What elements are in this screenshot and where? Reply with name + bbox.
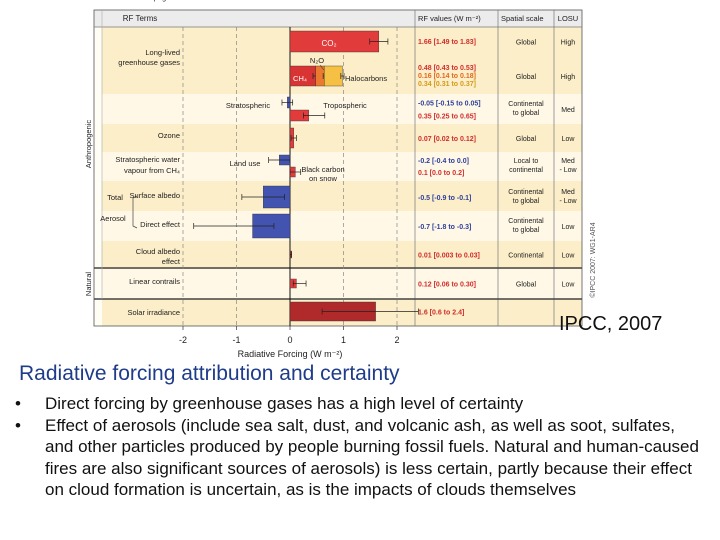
bar-label-stratospheric: Stratospheric — [226, 101, 270, 110]
header-band — [94, 10, 582, 27]
losu-text: - Low — [559, 198, 577, 205]
spatial-scale-text: Global — [516, 136, 537, 143]
header-rf-terms: RF Terms — [123, 14, 158, 23]
losu-text: Med — [561, 158, 575, 165]
rf-term-label: Long-lived — [145, 48, 180, 57]
rf-value-text: 0.35 [0.25 to 0.65] — [418, 114, 476, 121]
rf-value-text: 0.16 [0.14 to 0.18] — [418, 73, 476, 80]
radiative-forcing-chart: RF Terms RF values (W m⁻²) Spatial scale LO… — [84, 0, 597, 359]
x-tick-label: -1 — [232, 335, 240, 345]
rf-value-text: -0.05 [-0.15 to 0.05] — [418, 101, 481, 108]
aerosol-bracket — [132, 195, 138, 229]
bullet-text: Effect of aerosols (include sea salt, du… — [45, 415, 699, 500]
rf-term-label: anthropogenic — [132, 0, 180, 2]
rf-value-text: -0.7 [-1.8 to -0.3] — [418, 224, 471, 231]
rf-value-text: 1.66 [1.49 to 1.83] — [418, 39, 476, 46]
row-band — [102, 124, 582, 152]
bullet-text: Direct forcing by greenhouse gases has a… — [45, 394, 524, 413]
x-tick-label: 2 — [394, 335, 399, 345]
row-band — [102, 94, 582, 124]
rf-value-text: 0.48 [0.43 to 0.53] — [418, 65, 476, 72]
spatial-scale-text: Continental — [508, 218, 544, 225]
aerosol-label: Aerosol — [100, 214, 126, 223]
spatial-scale-text: to global — [513, 198, 540, 205]
header-losu: LOSU — [558, 14, 578, 23]
losu-text: Low — [562, 136, 576, 143]
losu-text: Low — [562, 282, 576, 289]
losu-text: Med — [561, 107, 575, 114]
rf-term-label: vapour from CH₄ — [124, 166, 180, 175]
x-tick-label: -2 — [179, 335, 187, 345]
bar-label-n2o: N₂O — [310, 56, 324, 65]
slide-heading: Radiative forcing attribution and certai… — [19, 362, 400, 385]
spatial-scale-text: continental — [509, 167, 543, 174]
row-band — [102, 241, 582, 269]
copyright-text: ©IPCC 2007: WG1-AR4 — [589, 222, 597, 297]
rf-value-text: 0.07 [0.02 to 0.12] — [418, 136, 476, 143]
losu-text: High — [561, 40, 576, 47]
rf-value-text: 0.34 [0.31 to 0.37] — [418, 81, 476, 88]
row-band — [102, 269, 582, 299]
forcing-bar — [324, 65, 343, 87]
rf-term-label: Direct effect — [140, 220, 181, 229]
rf-value-text: 0.01 [0.003 to 0.03] — [418, 253, 480, 260]
aerosol-label: Total — [107, 193, 123, 202]
losu-text: High — [561, 74, 576, 81]
spatial-scale-text: Global — [516, 282, 537, 289]
row-band — [102, 211, 582, 241]
rf-term-label: Cloud albedo — [136, 247, 180, 256]
bullet-item: • Effect of aerosols (include sea salt, d… — [8, 415, 708, 501]
rf-term-label: greenhouse gases — [118, 58, 180, 67]
spatial-scale-text: to global — [513, 227, 540, 234]
bar-label-co2: CO₂ — [321, 39, 336, 48]
rf-term-label: Surface albedo — [130, 191, 180, 200]
bar-label-tropospheric: Tropospheric — [323, 101, 367, 110]
bar-label-black-carbon: on snow — [309, 174, 338, 183]
group-label-natural: Natural — [84, 272, 93, 297]
x-tick-label: 0 — [287, 335, 292, 345]
bullet-item: • Direct forcing by greenhouse gases has … — [8, 393, 708, 415]
rf-term-label: Linear contrails — [129, 277, 180, 286]
row-band — [102, 152, 582, 181]
row-band — [102, 181, 582, 211]
n2o-pointer — [319, 64, 325, 71]
header-rf-values: RF values (W m⁻²) — [418, 14, 481, 23]
bullet-list: • Direct forcing by greenhouse gases has … — [8, 393, 708, 501]
rf-term-label: Stratospheric water — [115, 155, 180, 164]
rf-term-label: Solar irradiance — [127, 308, 180, 317]
spatial-scale-text: Continental — [508, 189, 544, 196]
rf-term-label: effect — [162, 257, 181, 266]
x-tick-label: 1 — [341, 335, 346, 345]
rf-term-label: Ozone — [158, 131, 180, 140]
bar-label-land-use: Land use — [230, 159, 261, 168]
spatial-scale-text: to global — [513, 110, 540, 117]
spatial-scale-text: Global — [516, 74, 537, 81]
losu-text: Med — [561, 189, 575, 196]
bar-label-halocarbons: Halocarbons — [345, 74, 387, 83]
rf-value-text: 1.6 [0.6 to 2.4] — [418, 310, 464, 317]
group-label-anthropogenic: Anthropogenic — [84, 120, 93, 169]
rf-value-text: 0.12 [0.06 to 0.30] — [418, 282, 476, 289]
header-spatial-scale: Spatial scale — [501, 14, 544, 23]
rf-value-text: 0.1 [0.0 to 0.2] — [418, 170, 464, 177]
spatial-scale-text: Local to — [514, 158, 539, 165]
spatial-scale-text: Global — [516, 40, 537, 47]
bar-label-ch4: CH₄ — [293, 74, 307, 83]
losu-text: Low — [562, 224, 576, 231]
bar-label-black-carbon: Black carbon — [301, 165, 344, 174]
citation: IPCC, 2007 — [559, 313, 663, 335]
rf-value-text: -0.5 [-0.9 to -0.1] — [418, 195, 471, 202]
chart-frame — [93, 9, 583, 327]
bullet-dot: • — [15, 415, 21, 435]
spatial-scale-text: Continental — [508, 253, 544, 260]
bullet-dot: • — [15, 394, 21, 413]
rf-value-text: -0.2 [-0.4 to 0.0] — [418, 158, 469, 165]
rf-term-label: Total net — [152, 0, 181, 2]
losu-text: - Low — [559, 167, 577, 174]
x-axis-label: Radiative Forcing (W m⁻²) — [238, 349, 343, 359]
spatial-scale-text: Continental — [508, 101, 544, 108]
losu-text: Low — [562, 253, 576, 260]
